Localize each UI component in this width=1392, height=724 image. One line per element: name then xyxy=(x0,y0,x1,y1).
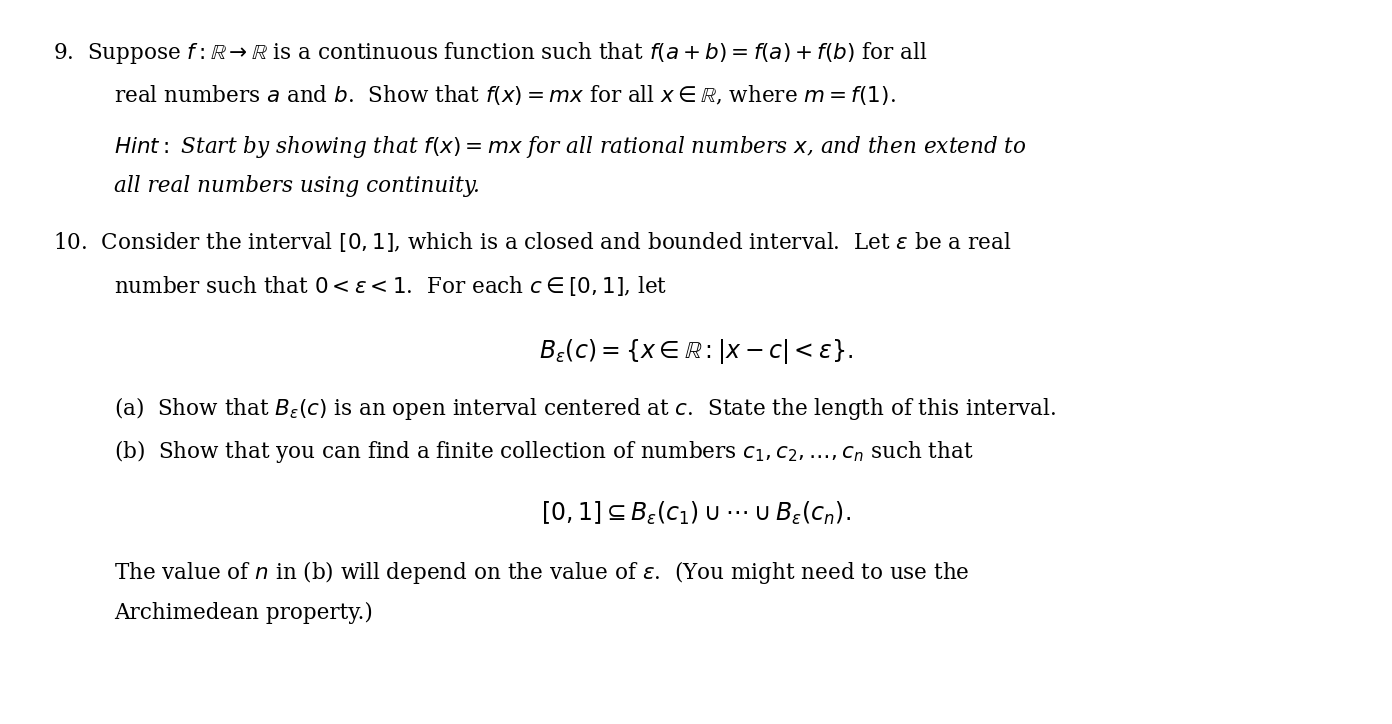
Text: 9.  Suppose $f : \mathbb{R} \rightarrow \mathbb{R}$ is a continuous function suc: 9. Suppose $f : \mathbb{R} \rightarrow \… xyxy=(53,40,927,66)
Text: all real numbers using continuity.: all real numbers using continuity. xyxy=(114,175,480,197)
Text: The value of $n$ in (b) will depend on the value of $\epsilon$.  (You might need: The value of $n$ in (b) will depend on t… xyxy=(114,559,970,586)
Text: number such that $0 < \epsilon < 1$.  For each $c \in [0,1]$, let: number such that $0 < \epsilon < 1$. For… xyxy=(114,274,667,298)
Text: $[0,1] \subseteq B_{\epsilon}(c_1) \cup \cdots \cup B_{\epsilon}(c_n).$: $[0,1] \subseteq B_{\epsilon}(c_1) \cup … xyxy=(541,500,851,527)
Text: (a)  Show that $B_{\epsilon}(c)$ is an open interval centered at $c$.  State the: (a) Show that $B_{\epsilon}(c)$ is an op… xyxy=(114,395,1057,421)
Text: $\mathit{Hint:}$ Start by showing that $f(x) = mx$ for all rational numbers $x$,: $\mathit{Hint:}$ Start by showing that $… xyxy=(114,134,1027,160)
Text: $B_{\epsilon}(c) = \{x \in \mathbb{R} : |x - c| < \epsilon\}.$: $B_{\epsilon}(c) = \{x \in \mathbb{R} : … xyxy=(539,337,853,366)
Text: (b)  Show that you can find a finite collection of numbers $c_1, c_2, \ldots, c_: (b) Show that you can find a finite coll… xyxy=(114,438,973,465)
Text: 10.  Consider the interval $[0,1]$, which is a closed and bounded interval.  Let: 10. Consider the interval $[0,1]$, which… xyxy=(53,230,1012,254)
Text: Archimedean property.): Archimedean property.) xyxy=(114,602,373,625)
Text: real numbers $a$ and $b$.  Show that $f(x) = mx$ for all $x \in \mathbb{R}$, whe: real numbers $a$ and $b$. Show that $f(x… xyxy=(114,83,896,107)
